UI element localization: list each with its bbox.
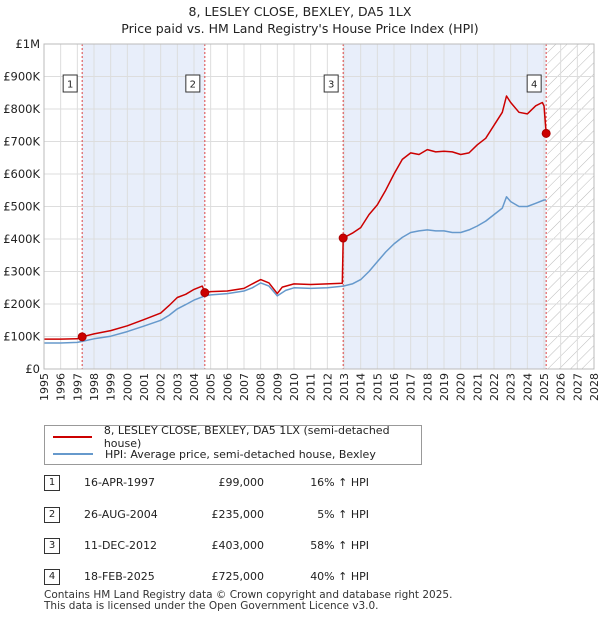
x-tick-label: 2019 [438,373,451,401]
x-tick-label: 2005 [205,373,218,401]
sale-row: 1 16-APR-1997 £99,000 16% ↑ HPI [44,473,444,493]
sale-hpi-change: 16% ↑ HPI [310,476,369,489]
legend-label-property: 8, LESLEY CLOSE, BEXLEY, DA5 1LX (semi-d… [103,424,390,450]
x-tick-label: 2000 [121,373,134,401]
hpi-line [44,196,547,344]
sale-price: £403,000 [211,539,265,552]
x-tick-label: 1997 [71,373,84,401]
x-tick-label: 2018 [421,373,434,401]
x-tick-label: 2013 [338,373,351,401]
y-tick-label: £700K [3,135,40,149]
y-tick-label: £400K [3,232,40,246]
y-tick-label: £800K [3,102,40,116]
x-tick-label: 2011 [305,373,318,401]
footer-attribution: Contains HM Land Registry data © Crown c… [44,590,452,612]
legend-label-hpi: HPI: Average price, semi-detached house,… [105,447,376,461]
x-tick-label: 2008 [255,373,268,401]
sale-label-box [323,74,339,93]
x-tick-label: 2001 [138,373,151,401]
y-tick-label: £200K [3,297,40,311]
x-tick-label: 1996 [55,373,68,401]
sale-number-badge: 2 [44,507,60,523]
y-tick-label: £900K [3,70,40,84]
sale-date: 26-AUG-2004 [84,508,158,521]
x-tick-label: 2002 [155,373,168,401]
x-tick-label: 2023 [505,373,518,401]
sale-label-box [185,74,201,93]
footer-line2: This data is licensed under the Open Gov… [44,600,379,612]
sale-price: £235,000 [211,508,265,521]
x-tick-label: 2012 [321,373,334,401]
sale-hpi-change: 5% ↑ HPI [317,508,369,521]
sale-row: 2 26-AUG-2004 £235,000 5% ↑ HPI [44,505,444,525]
chart-legend: 8, LESLEY CLOSE, BEXLEY, DA5 1LX (semi-d… [44,424,422,465]
y-tick-label: £100K [3,330,40,344]
sale-hpi-change: 58% ↑ HPI [310,539,369,552]
sale-point [77,332,87,342]
legend-swatch-property [53,436,92,438]
x-tick-label: 1999 [105,373,118,401]
sale-number-badge: 1 [44,475,60,491]
sale-row: 4 18-FEB-2025 £725,000 40% ↑ HPI [44,567,444,587]
x-tick-label: 2003 [171,373,184,401]
y-tick-label: £0 [25,362,40,376]
sale-number-badge: 4 [44,569,60,585]
sale-label: 1 [67,80,73,91]
x-tick-label: 2010 [288,373,301,401]
y-tick-label: £300K [3,265,40,279]
sale-date: 18-FEB-2025 [84,570,155,583]
x-tick-label: 2015 [371,373,384,401]
sale-label: 3 [328,80,334,91]
x-tick-label: 2016 [388,373,401,401]
plot-frame [43,43,595,370]
sale-price: £99,000 [218,476,265,489]
x-tick-label: 2009 [271,373,284,401]
footer-line1: Contains HM Land Registry data © Crown c… [44,589,453,601]
x-tick-label: 2026 [555,373,568,401]
sale-date: 11-DEC-2012 [84,539,158,552]
x-tick-label: 2014 [355,373,368,401]
sale-label: 4 [531,80,537,91]
y-tick-label: £500K [3,200,40,214]
sale-point [200,288,210,298]
x-tick-label: 2004 [188,373,201,401]
y-tick-label: £600K [3,167,40,181]
x-tick-label: 2020 [455,373,468,401]
x-tick-label: 2025 [538,373,551,401]
sale-label-box [62,74,78,93]
x-tick-label: 1998 [88,373,101,401]
y-tick-label: £1M [15,37,40,51]
sale-label: 2 [190,80,196,91]
x-tick-label: 2017 [405,373,418,401]
sale-label-box [526,74,542,93]
x-tick-label: 1995 [38,373,51,401]
sale-point [338,233,348,243]
x-tick-label: 2006 [221,373,234,401]
x-tick-label: 2028 [588,373,600,401]
legend-item-property: 8, LESLEY CLOSE, BEXLEY, DA5 1LX (semi-d… [53,424,421,450]
sale-price: £725,000 [211,570,265,583]
sale-date: 16-APR-1997 [84,476,156,489]
sale-number-badge: 3 [44,538,60,554]
x-tick-label: 2027 [571,373,584,401]
sale-row: 3 11-DEC-2012 £403,000 58% ↑ HPI [44,536,444,556]
x-tick-label: 2022 [488,373,501,401]
x-tick-label: 2007 [238,373,251,401]
x-tick-label: 2024 [521,373,534,401]
price-chart: 1 2 3 4 £0 £100K £200K £300K £400K £500K £600K £70… [3,37,600,401]
legend-item-hpi: HPI: Average price, semi-detached house,… [53,446,376,462]
sale-point [541,128,551,138]
chart-title-line1: 8, LESLEY CLOSE, BEXLEY, DA5 1LX [188,4,412,19]
legend-swatch-hpi [53,453,93,455]
x-tick-label: 2021 [471,373,484,401]
sale-hpi-change: 40% ↑ HPI [310,570,369,583]
chart-title-line2: Price paid vs. HM Land Registry's House … [121,21,479,36]
